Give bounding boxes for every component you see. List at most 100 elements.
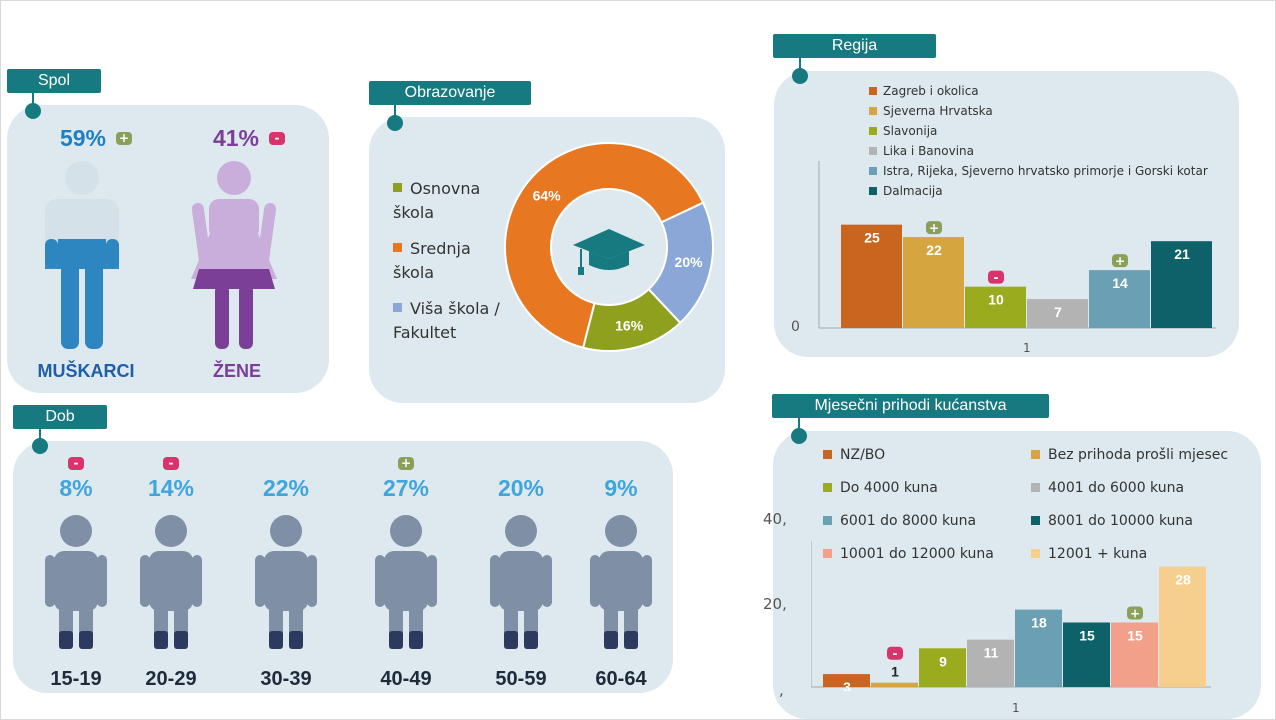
edu-legend-3: Viša škola / Fakultet <box>393 299 500 342</box>
prihodi-legend-swatch <box>823 450 832 459</box>
person-figure-icon <box>490 515 552 649</box>
prihodi-legend-item-3: Do 4000 kuna <box>823 480 938 496</box>
prihodi-legend-item-6: 8001 do 10000 kuna <box>1031 513 1193 529</box>
prihodi-legend-label: 4001 do 6000 kuna <box>1048 480 1185 496</box>
age-percent-1: 8% <box>59 475 93 501</box>
prihodi-legend-item-1: NZ/BO <box>823 447 885 463</box>
spol-connector <box>32 93 34 107</box>
regija-chart-value-1: 25 <box>864 230 880 246</box>
prihodi-chart-value-4: 11 <box>984 645 999 661</box>
prihodi-legend-swatch <box>1031 516 1040 525</box>
regija-legend-item-4: Lika i Banovina <box>869 144 974 158</box>
prihodi-legend-item-8: 12001 + kuna <box>1031 546 1147 562</box>
regija-chart-value-5: 14 <box>1112 275 1128 291</box>
obrazovanje-connector <box>394 105 396 119</box>
age-label-2: 20-29 <box>145 668 197 690</box>
prihodi-chart-value-5: 18 <box>1031 615 1047 631</box>
men-percent: 59% <box>59 125 107 151</box>
regija-chart-badge-2 <box>926 221 942 235</box>
prihodi-legend-label: Bez prihoda prošli mjesec <box>1048 447 1229 463</box>
prihodi-chart-value-7: 15 <box>1127 628 1143 644</box>
prihodi-y-tick-40: 40, <box>763 510 787 528</box>
prihodi-chart-badge-7 <box>1127 606 1143 620</box>
donut-slice-1 <box>504 142 705 349</box>
prihodi-title: Mjesečni prihodi kućanstva <box>772 394 1049 418</box>
regija-chart-value-3: 10 <box>988 292 1004 308</box>
age-label-3: 30-39 <box>260 668 312 690</box>
prihodi-legend-label: 6001 do 8000 kuna <box>840 513 977 529</box>
regija-legend-item-6: Dalmacija <box>869 184 943 198</box>
edu-legend-1: Osnovna škola <box>393 179 481 222</box>
regija-legend-item-5: Istra, Rijeka, Sjeverno hrvatsko primorj… <box>869 164 1208 178</box>
regija-legend-item-1: Zagreb i okolica <box>869 84 979 98</box>
prihodi-chart-value-8: 28 <box>1175 572 1191 588</box>
regija-legend-swatch <box>869 107 877 115</box>
regija-y-tick: 0 <box>791 319 800 335</box>
person-figure-icon <box>45 515 107 649</box>
edu-legend-swatch-1 <box>393 183 402 192</box>
age-percent-4: 27% <box>382 475 430 501</box>
prihodi-legend-swatch <box>1031 549 1040 558</box>
age-percent-5: 20% <box>497 475 545 501</box>
prihodi-y-tick-20: 20, <box>763 595 787 613</box>
prihodi-legend-label: Do 4000 kuna <box>840 480 938 496</box>
age-percent-3: 22% <box>262 475 310 501</box>
prihodi-legend-label: 8001 do 10000 kuna <box>1048 513 1193 529</box>
women-minus-badge: - <box>269 132 285 145</box>
prihodi-bar-chart: 3 1 - 9 11 18 15 15 +28 <box>811 541 1211 691</box>
age-badge-1: - <box>68 457 84 470</box>
donut-slice-3 <box>581 287 682 352</box>
prihodi-legend-swatch <box>823 516 832 525</box>
regija-legend-label: Sjeverna Hrvatska <box>883 104 993 118</box>
prihodi-chart-value-3: 9 <box>939 653 947 669</box>
prihodi-chart-value-2: 1 <box>891 664 899 680</box>
prihodi-legend-item-2: Bez prihoda prošli mjesec <box>1031 447 1228 463</box>
edu-legend-2: Srednja škola <box>393 239 471 282</box>
donut-label-3: 16% <box>615 317 644 333</box>
graduation-cap-icon <box>573 229 645 275</box>
regija-legend-swatch <box>869 87 877 95</box>
prihodi-legend-swatch <box>823 549 832 558</box>
regija-legend-label: Dalmacija <box>883 184 943 198</box>
regija-chart-bar-2 <box>903 237 964 328</box>
regija-legend-swatch <box>869 167 877 175</box>
age-label-5: 50-59 <box>495 668 547 690</box>
men-label: MUŠKARCI <box>37 361 135 381</box>
dob-panel <box>13 441 673 693</box>
male-figure-icon <box>45 161 119 349</box>
spol-dot <box>25 103 41 119</box>
obrazovanje-dot <box>387 115 403 131</box>
regija-connector <box>799 58 801 70</box>
donut-label-1: 64% <box>533 187 562 203</box>
prihodi-legend-item-4: 4001 do 6000 kuna <box>1031 480 1184 496</box>
prihodi-legend-swatch <box>1031 483 1040 492</box>
regija-chart-value-6: 21 <box>1174 246 1190 262</box>
age-percent-6: 9% <box>604 475 638 501</box>
regija-legend-label: Zagreb i okolica <box>883 84 979 98</box>
regija-chart-bar-6 <box>1151 241 1212 328</box>
prihodi-legend-item-7: 10001 do 12000 kuna <box>823 546 994 562</box>
prihodi-connector <box>798 418 800 430</box>
prihodi-chart-badge-text-2: - <box>893 647 898 661</box>
education-donut-chart: 64% 20% 16% <box>504 142 714 352</box>
regija-dot <box>792 68 808 84</box>
age-percent-2: 14% <box>147 475 195 501</box>
regija-chart-bar-1 <box>841 224 902 328</box>
prihodi-legend-label: 12001 + kuna <box>1048 546 1148 562</box>
regija-bar-chart: 25 22 +10 - 7 14 + 21 <box>818 161 1216 329</box>
regija-chart-badge-5 <box>1112 254 1128 268</box>
dob-title: Dob <box>13 405 107 429</box>
regija-legend-item-3: Slavonija <box>869 124 937 138</box>
men-plus-badge: + <box>116 132 132 145</box>
age-label-6: 60-64 <box>595 668 647 690</box>
age-label-4: 40-49 <box>380 668 432 690</box>
prihodi-chart-value-1: 3 <box>843 679 851 691</box>
prihodi-chart-badge-text-7: + <box>1130 607 1140 621</box>
age-label-1: 15-19 <box>50 668 102 690</box>
regija-chart-badge-text-2: + <box>929 221 939 235</box>
prihodi-chart-bar-5 <box>1015 609 1062 687</box>
female-figure-icon <box>191 161 277 349</box>
prihodi-chart-bar-1 <box>823 674 870 687</box>
person-figure-icon <box>140 515 202 649</box>
regija-title: Regija <box>773 34 936 58</box>
